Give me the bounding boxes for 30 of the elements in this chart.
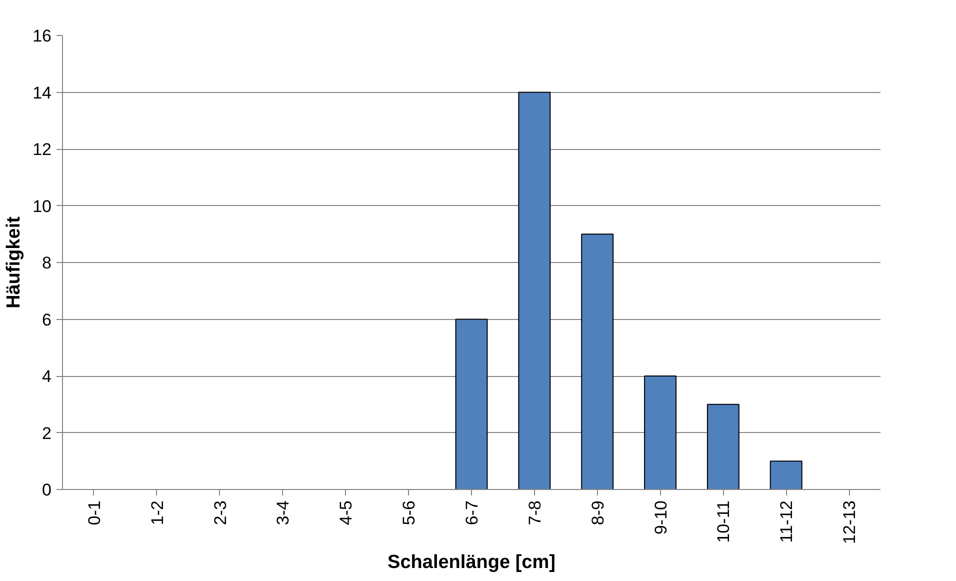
y-tick-label: 14: [32, 83, 52, 102]
x-axis-title: Schalenlänge [cm]: [388, 552, 556, 573]
y-tick-label: 4: [42, 367, 52, 386]
bar: [644, 376, 676, 490]
x-tick-label: 8-9: [588, 500, 608, 526]
y-tick-label: 8: [42, 254, 52, 272]
x-tick-label: 2-3: [210, 500, 230, 526]
x-tick-label: 5-6: [400, 500, 419, 526]
y-tick-label: 12: [32, 140, 52, 159]
y-tick-label: 0: [42, 480, 52, 500]
x-tick-label: 10-11: [714, 500, 734, 543]
x-tick-label: 9-10: [651, 500, 670, 535]
y-axis-title: Häufigkeit: [4, 216, 25, 308]
bar: [518, 92, 551, 490]
x-tick-label: 1-2: [148, 500, 167, 526]
x-tick-label: 4-5: [336, 500, 356, 526]
bar: [581, 234, 614, 490]
x-tick-label: 3-4: [274, 500, 293, 526]
x-tick-label: 0-1: [84, 500, 104, 526]
bar: [706, 404, 740, 490]
y-tick-label: 6: [42, 310, 52, 330]
x-tick-label: 11-12: [777, 500, 796, 543]
x-tick-label: 6-7: [462, 500, 482, 526]
bar: [770, 460, 802, 490]
x-tick-label: 7-8: [525, 500, 544, 526]
y-tick-label: 10: [32, 196, 52, 216]
bar: [455, 318, 488, 490]
y-tick-label: 16: [32, 26, 52, 46]
y-tick-label: 2: [42, 424, 52, 443]
x-tick-label: 12-13: [840, 500, 860, 544]
